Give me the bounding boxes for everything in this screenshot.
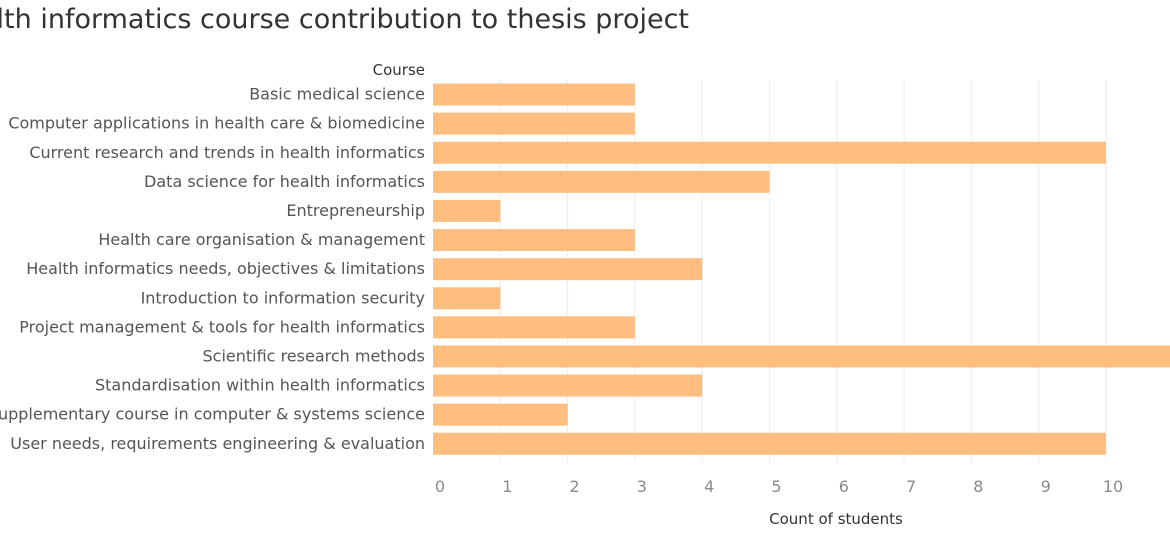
category-label: Health care organisation & management [98, 230, 425, 249]
bars [433, 83, 1170, 455]
bar[interactable] [433, 258, 703, 281]
bar[interactable] [433, 83, 635, 106]
x-tick-label: 5 [771, 477, 781, 496]
bar[interactable] [433, 229, 635, 252]
bar[interactable] [433, 403, 568, 426]
x-tick-label: 2 [570, 477, 580, 496]
category-label: Entrepreneurship [286, 201, 425, 220]
chart-title: alth informatics course contribution to … [0, 4, 690, 35]
x-tick-label: 6 [839, 477, 849, 496]
x-tick-label: 7 [906, 477, 916, 496]
category-label: Data science for health informatics [144, 172, 425, 191]
bar[interactable] [433, 345, 1170, 368]
category-label: Health informatics needs, objectives & l… [26, 259, 425, 278]
x-tick-label: 8 [973, 477, 983, 496]
category-labels: Basic medical science Computer applicatio… [0, 85, 425, 453]
category-label: Introduction to information security [141, 288, 425, 307]
bar[interactable] [433, 141, 1106, 164]
category-label: Standardisation within health informatic… [95, 376, 425, 395]
x-axis-title: Count of students [769, 510, 903, 528]
bar[interactable] [433, 432, 1106, 455]
x-tick-label: 1 [502, 477, 512, 496]
category-label: Project management & tools for health in… [19, 317, 425, 336]
x-tick-label: 10 [1103, 477, 1123, 496]
x-tick-label: 4 [704, 477, 714, 496]
x-tick-label: 3 [637, 477, 647, 496]
category-label: Basic medical science [249, 85, 425, 104]
bar[interactable] [433, 199, 501, 222]
category-label: Scientific research methods [203, 346, 426, 365]
category-label: Computer applications in health care & b… [8, 114, 425, 133]
category-label: User needs, requirements engineering & e… [10, 434, 425, 453]
category-label: upplementary course in computer & system… [0, 405, 425, 424]
x-tick-labels: 0123456789101 [435, 477, 1123, 496]
bar[interactable] [433, 374, 703, 397]
x-tick-label: 0 [435, 477, 445, 496]
bar[interactable] [433, 287, 501, 310]
bar[interactable] [433, 112, 635, 135]
bar[interactable] [433, 316, 635, 339]
category-label: Current research and trends in health in… [29, 143, 425, 162]
x-tick-label: 9 [1041, 477, 1051, 496]
bar[interactable] [433, 170, 770, 193]
row-header-course: Course [372, 61, 425, 79]
